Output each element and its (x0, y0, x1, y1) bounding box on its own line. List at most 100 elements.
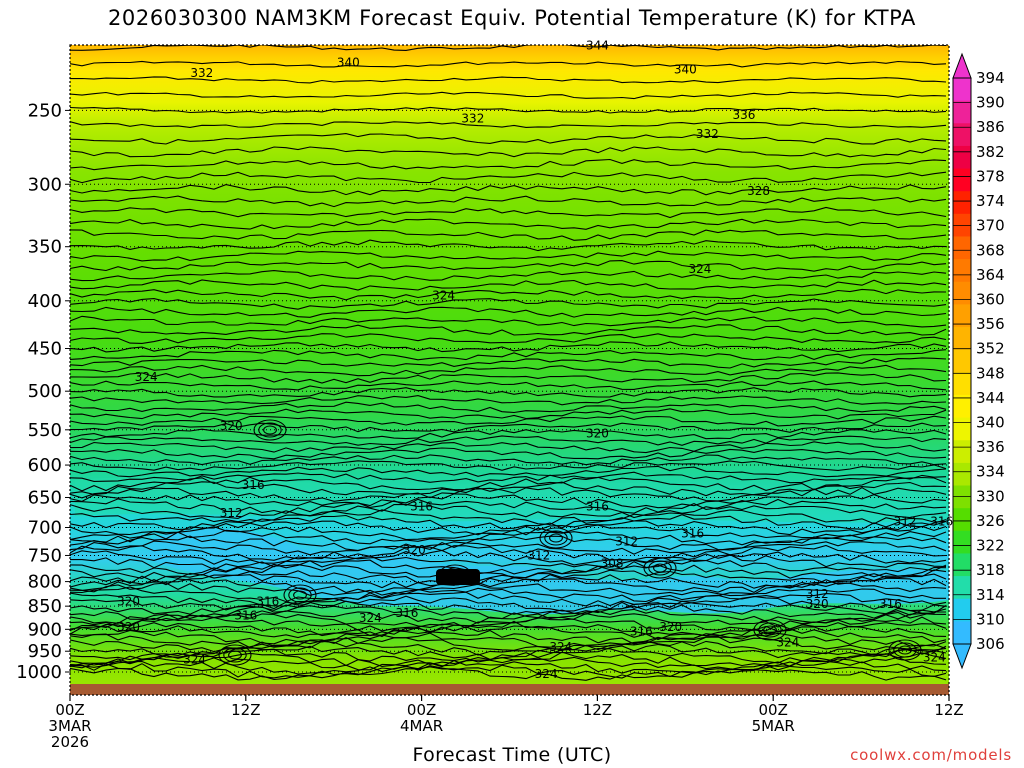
colorbar-swatch (953, 123, 971, 147)
contour-isopleth (70, 659, 947, 675)
contour-isopleth (70, 250, 947, 262)
contour-isopleth (70, 529, 947, 546)
contour-label: 316 (410, 500, 433, 514)
closed-contour (539, 527, 573, 549)
colorbar-label: 390 (976, 94, 1005, 112)
contour-isopleth (70, 239, 947, 252)
contour-isopleth (70, 387, 947, 398)
contour-isopleth (70, 229, 947, 241)
y-tick-label: 950 (28, 641, 62, 662)
contour-isopleth (70, 401, 947, 414)
contour-isopleth (70, 76, 947, 84)
y-tick-label: 900 (28, 619, 62, 640)
contour-isopleth (70, 465, 947, 478)
contour-isopleth (70, 45, 947, 51)
contour-isopleth (70, 260, 947, 272)
contour-label: 308 (601, 556, 624, 570)
contour-isopleth (70, 206, 947, 219)
contour-isopleth (70, 395, 947, 406)
contour-isopleth (70, 600, 947, 615)
y-tick-label: 500 (28, 381, 62, 402)
closed-contour (648, 560, 672, 576)
contour-label: 312 (220, 506, 243, 520)
colorbar-label: 314 (976, 586, 1005, 604)
contour-label: 324 (688, 262, 711, 276)
colorbar-label: 356 (976, 315, 1005, 333)
colorbar-label: 374 (976, 192, 1005, 210)
watermark: coolwx.com/models (850, 746, 1012, 764)
closed-contour (758, 622, 782, 638)
x-tick-label: 2026 (51, 733, 89, 751)
contour-label: 332 (190, 66, 213, 80)
closed-contour (653, 563, 667, 573)
colorbar-swatch (953, 191, 971, 215)
contour-label: 324 (923, 651, 946, 665)
contour-label: 320 (586, 426, 609, 440)
colorbar-label: 330 (976, 487, 1005, 505)
contour-isopleth (70, 582, 947, 597)
closed-contour (544, 530, 568, 546)
contour-isopleth (70, 435, 947, 446)
contour-label: 324 (549, 640, 572, 654)
x-tick-label: 4MAR (400, 717, 443, 735)
grid-lines (70, 109, 949, 673)
chart-title: 2026030300 NAM3KM Forecast Equiv. Potent… (107, 6, 917, 30)
contour-isopleth (70, 656, 947, 671)
colorbar-label: 318 (976, 561, 1005, 579)
y-tick-label: 650 (28, 487, 62, 508)
colorbar-label: 322 (976, 537, 1005, 555)
closed-contour (753, 619, 787, 641)
colorbar: 394 390 386 382 378 374 370 368 364 360 356 352 348 3… (952, 52, 1005, 670)
colorbar-label: 326 (976, 512, 1005, 530)
colorbar-label: 386 (976, 118, 1005, 136)
colorbar-label: 344 (976, 389, 1005, 407)
contour-isopleth (70, 133, 947, 145)
contour-label: 312 (806, 587, 829, 601)
colorbar-swatch (953, 259, 971, 283)
contour-isopleth (70, 408, 947, 420)
x-tick-label: 00Z (759, 701, 788, 719)
closed-contour (898, 645, 912, 655)
contour-isopleth (70, 604, 947, 620)
contour-label: 324 (135, 370, 158, 384)
contour-label: 312 (527, 548, 550, 562)
contour-isopleth (70, 106, 947, 114)
colorbar-swatch (953, 598, 971, 622)
colorbar-swatch (953, 349, 971, 373)
colorbar-swatch (953, 100, 971, 124)
contour-label: 320 (403, 543, 426, 557)
closed-contour (288, 587, 312, 603)
colorbar-label: 368 (976, 241, 1005, 259)
contour-isopleth (70, 595, 947, 612)
contour-isopleth (70, 620, 947, 637)
contour-label: 312 (894, 515, 917, 529)
contour-label: 324 (776, 636, 799, 650)
y-tick-label: 800 (28, 572, 62, 593)
colorbar-label: 370 (976, 217, 1005, 235)
colorbar-label: 352 (976, 340, 1005, 358)
contour-isopleth (70, 333, 947, 344)
contour-isopleth (70, 146, 947, 158)
colorbar-label: 348 (976, 364, 1005, 382)
colorbar-swatch (953, 417, 971, 441)
contour-label: 324 (183, 653, 206, 667)
contour-label: 316 (630, 625, 653, 639)
contour-label: 344 (586, 39, 609, 53)
colorbar-label: 340 (976, 414, 1005, 432)
x-axis-title: Forecast Time (UTC) (412, 744, 612, 766)
y-tick-label: 1000 (16, 662, 62, 683)
colorbar-swatch (953, 394, 971, 419)
contour-label: 320 (806, 597, 829, 611)
y-tick-label: 300 (28, 174, 62, 195)
y-axis: 2503003504004505005506006507007508008509… (16, 100, 70, 683)
contour-isopleth (70, 380, 947, 391)
contour-isopleth (70, 540, 947, 556)
contour-isopleth (70, 524, 947, 541)
contour-isopleth (70, 158, 947, 171)
colorbar-swatch (953, 372, 971, 396)
contour-label: 336 (732, 108, 755, 122)
colorbar-label: 360 (976, 290, 1005, 308)
contour-isopleth (70, 428, 947, 440)
contour-isopleth (70, 666, 947, 681)
